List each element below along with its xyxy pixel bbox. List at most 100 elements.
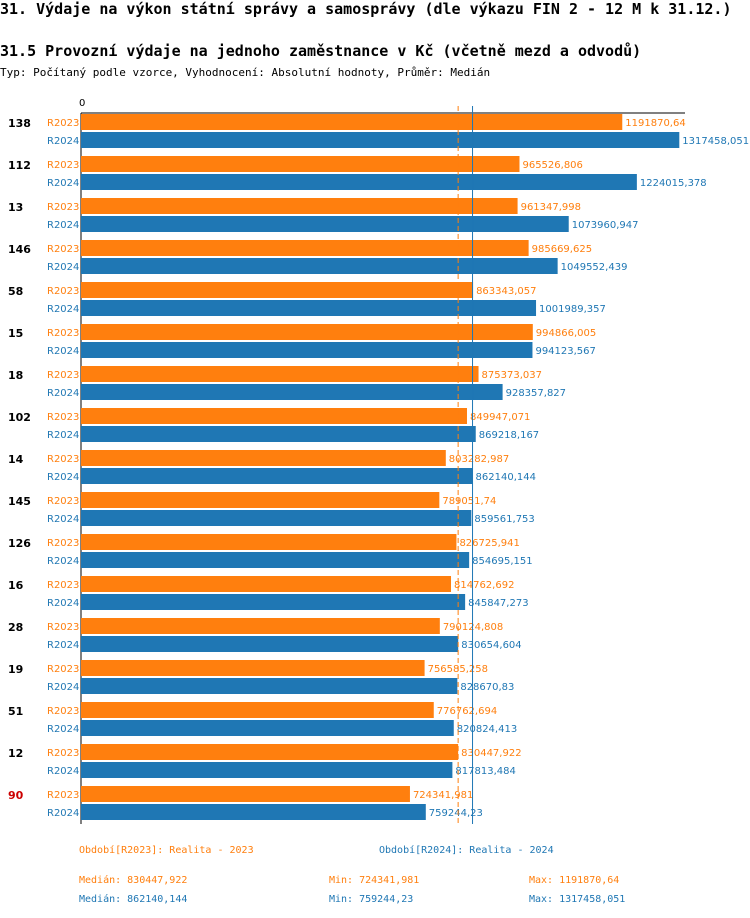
series-label: R2023 — [47, 160, 79, 171]
series-label: R2024 — [47, 178, 79, 189]
series-label: R2023 — [47, 538, 79, 549]
bar-r2024 — [81, 300, 537, 316]
stat-r2023-min: Min: 724341,981 — [329, 875, 420, 886]
bar-r2023 — [81, 702, 434, 718]
category-label: 90 — [8, 789, 24, 802]
category-label: 12 — [8, 747, 23, 760]
series-label: R2023 — [47, 622, 79, 633]
bar-r2023 — [81, 156, 520, 172]
stat-r2024-min: Min: 759244,23 — [329, 894, 414, 905]
bar-r2024 — [81, 174, 637, 190]
data-label: 849947,071 — [470, 412, 530, 423]
data-label: 817813,484 — [455, 766, 515, 777]
data-label: 759244,23 — [429, 808, 483, 819]
bar-r2023 — [81, 366, 479, 382]
category-label: 58 — [8, 285, 23, 298]
series-label: R2023 — [47, 412, 79, 423]
series-label: R2024 — [47, 766, 79, 777]
data-label: 859561,753 — [474, 514, 534, 525]
category-label: 28 — [8, 621, 23, 634]
chart-meta: Typ: Počítaný podle vzorce, Vyhodnocení:… — [0, 66, 491, 79]
bar-r2024 — [81, 678, 458, 694]
data-label: 965526,806 — [522, 160, 582, 171]
series-label: R2024 — [47, 430, 79, 441]
data-label: 724341,981 — [413, 790, 473, 801]
data-label: 1073960,947 — [572, 220, 639, 231]
category-label: 145 — [8, 495, 31, 508]
series-label: R2024 — [47, 598, 79, 609]
stat-r2024-median: Medián: 862140,144 — [79, 894, 188, 905]
data-label: 803282,987 — [449, 454, 509, 465]
data-label: 814762,692 — [454, 580, 514, 591]
bar-r2024 — [81, 720, 454, 736]
legend-r2024: Období[R2024]: Realita - 2024 — [379, 845, 554, 856]
series-label: R2024 — [47, 262, 79, 273]
data-label: 862140,144 — [476, 472, 536, 483]
data-label: 790124,808 — [443, 622, 503, 633]
data-label: 928357,827 — [506, 388, 566, 399]
chart-title: 31.5 Provozní výdaje na jednoho zaměstna… — [0, 42, 642, 60]
category-label: 15 — [8, 327, 23, 340]
bar-r2023 — [81, 282, 474, 298]
data-label: 985669,625 — [532, 244, 592, 255]
data-label: 994866,005 — [536, 328, 596, 339]
stat-r2023-max: Max: 1191870,64 — [529, 875, 620, 886]
series-label: R2024 — [47, 724, 79, 735]
bar-r2024 — [81, 342, 533, 358]
series-label: R2023 — [47, 328, 79, 339]
bar-r2024 — [81, 804, 426, 820]
legend-r2023: Období[R2023]: Realita - 2023 — [79, 845, 254, 856]
bar-r2024 — [81, 132, 680, 148]
series-label: R2024 — [47, 514, 79, 525]
bar-r2023 — [81, 324, 533, 340]
bar-r2024 — [81, 216, 569, 232]
bar-r2024 — [81, 636, 459, 652]
data-label: 1191870,64 — [625, 118, 685, 129]
page-title: 31. Výdaje na výkon státní správy a samo… — [0, 0, 732, 18]
data-label: 1224015,378 — [640, 178, 707, 189]
bar-r2023 — [81, 618, 440, 634]
data-label: 854695,151 — [472, 556, 532, 567]
series-label: R2023 — [47, 202, 79, 213]
series-label: R2024 — [47, 346, 79, 357]
bar-r2023 — [81, 576, 452, 592]
bar-r2024 — [81, 552, 470, 568]
data-label: 776762,694 — [437, 706, 497, 717]
series-label: R2023 — [47, 118, 79, 129]
data-label: 961347,998 — [521, 202, 581, 213]
category-label: 18 — [8, 369, 23, 382]
data-label: 789051,74 — [442, 496, 496, 507]
bar-r2023 — [81, 492, 440, 508]
series-label: R2024 — [47, 682, 79, 693]
bar-r2023 — [81, 786, 410, 802]
series-label: R2023 — [47, 370, 79, 381]
category-label: 51 — [8, 705, 23, 718]
series-label: R2023 — [47, 790, 79, 801]
stat-r2023-median: Medián: 830447,922 — [79, 875, 188, 886]
series-label: R2024 — [47, 556, 79, 567]
category-label: 16 — [8, 579, 24, 592]
bar-r2024 — [81, 594, 466, 610]
series-label: R2023 — [47, 706, 79, 717]
bar-r2024 — [81, 258, 558, 274]
data-label: 1049552,439 — [561, 262, 628, 273]
data-label: 1317458,051 — [682, 136, 749, 147]
series-label: R2023 — [47, 496, 79, 507]
bar-r2024 — [81, 468, 473, 484]
series-label: R2023 — [47, 748, 79, 759]
series-label: R2024 — [47, 136, 79, 147]
bar-r2024 — [81, 426, 476, 442]
data-label: 826725,941 — [459, 538, 519, 549]
data-label: 845847,273 — [468, 598, 528, 609]
data-label: 1001989,357 — [539, 304, 606, 315]
data-label: 820824,413 — [457, 724, 517, 735]
series-label: R2024 — [47, 472, 79, 483]
category-label: 112 — [8, 159, 31, 172]
bar-r2023 — [81, 408, 467, 424]
category-label: 13 — [8, 201, 23, 214]
category-label: 14 — [8, 453, 24, 466]
bar-r2023 — [81, 240, 529, 256]
category-label: 102 — [8, 411, 31, 424]
series-label: R2024 — [47, 640, 79, 651]
